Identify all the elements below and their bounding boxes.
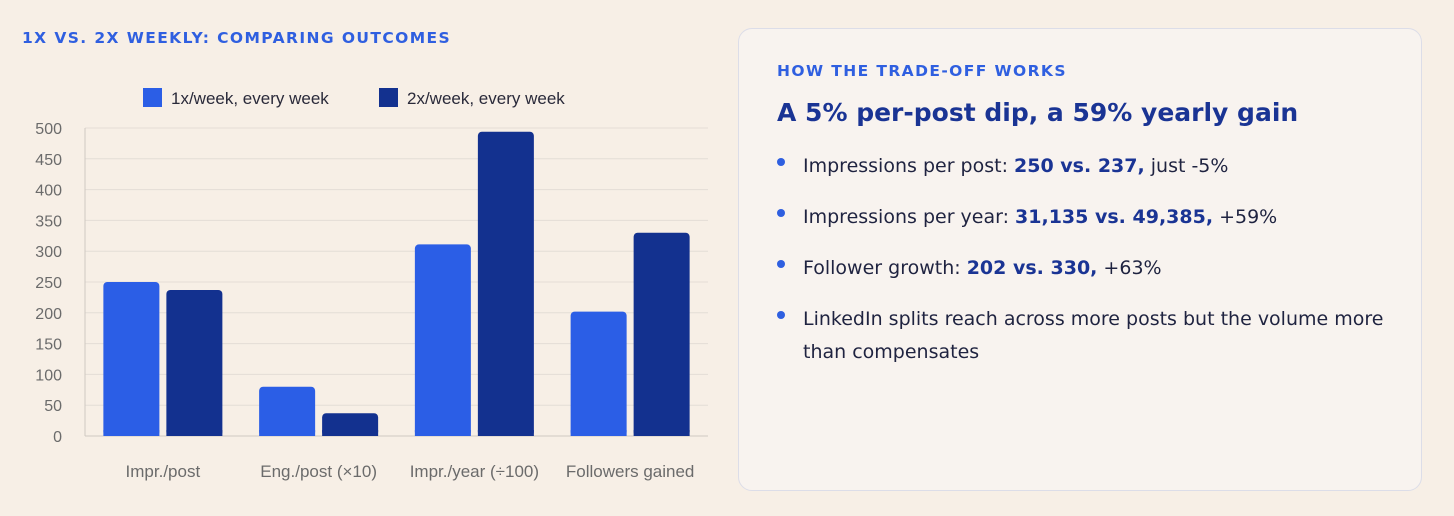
bullet-tail: +59% [1213,206,1278,228]
legend-label: 2x/week, every week [407,89,565,108]
x-tick-label: Eng./post (×10) [260,462,377,481]
bullet-dot-icon [777,158,785,166]
bar-base [322,430,379,436]
bar-series-1 [259,386,316,436]
legend-swatch [379,88,398,107]
bullet-item: Impressions per post: 250 vs. 237, just … [777,150,1397,183]
bar-base [166,430,223,436]
x-tick-label: Followers gained [566,462,695,481]
y-tick-label: 250 [35,275,62,292]
y-tick-label: 300 [35,244,62,261]
chart-title: 1X VS. 2X WEEKLY: COMPARING OUTCOMES [22,29,452,47]
bar-series-1 [570,311,627,436]
bullet-lead: Follower growth: [803,257,967,279]
y-tick-label: 100 [35,367,62,384]
panel-eyebrow: HOW THE TRADE-OFF WORKS [777,62,1067,80]
bullet-tail: just -5% [1144,155,1229,177]
bar-chart: 0 50 100 150 200 250 300 350 400 450 500 Impr./post… [35,88,708,481]
bar-base [259,430,316,436]
bullet-item: Follower growth: 202 vs. 330, +63% [777,252,1397,285]
bullet-strong: 31,135 vs. 49,385, [1015,206,1214,228]
y-tick-label: 450 [35,152,62,169]
bar-series-2 [477,131,534,437]
bar-series-1 [414,244,471,436]
bar-base [477,430,534,436]
bullet-dot-icon [777,209,785,217]
bar-series-1 [103,282,160,436]
bullet-strong: 202 vs. 330, [966,257,1098,279]
bullet-list: Impressions per post: 250 vs. 237, just … [777,150,1397,387]
bullet-dot-icon [777,260,785,268]
bar-series-2 [166,290,223,436]
bullet-item: Impressions per year: 31,135 vs. 49,385,… [777,201,1397,234]
bar-base [103,430,160,436]
y-tick-label: 500 [35,121,62,138]
x-tick-label: Impr./year (÷100) [410,462,539,481]
bullet-lead: Impressions per post: [803,155,1015,177]
bullet-tail: +63% [1097,257,1162,279]
panel-heading: A 5% per-post dip, a 59% yearly gain [777,98,1299,127]
bullet-lead: LinkedIn splits reach across more posts … [803,308,1384,363]
bullet-dot-icon [777,311,785,319]
y-tick-label: 0 [53,429,62,446]
bullet-item: LinkedIn splits reach across more posts … [777,303,1397,369]
bar-base [570,430,627,436]
y-tick-label: 200 [35,306,62,323]
y-tick-label: 400 [35,183,62,200]
bullet-strong: 250 vs. 237, [1014,155,1145,177]
legend-swatch [143,88,162,107]
bar-base [633,430,690,436]
bar-base [414,430,471,436]
bar-series-2 [633,232,690,436]
y-tick-label: 150 [35,337,62,354]
trade-off-panel: HOW THE TRADE-OFF WORKS A 5% per-post di… [738,28,1422,491]
y-tick-label: 50 [44,398,62,415]
y-tick-label: 350 [35,213,62,230]
bullet-lead: Impressions per year: [803,206,1016,228]
legend-label: 1x/week, every week [171,89,329,108]
x-tick-label: Impr./post [126,462,201,481]
